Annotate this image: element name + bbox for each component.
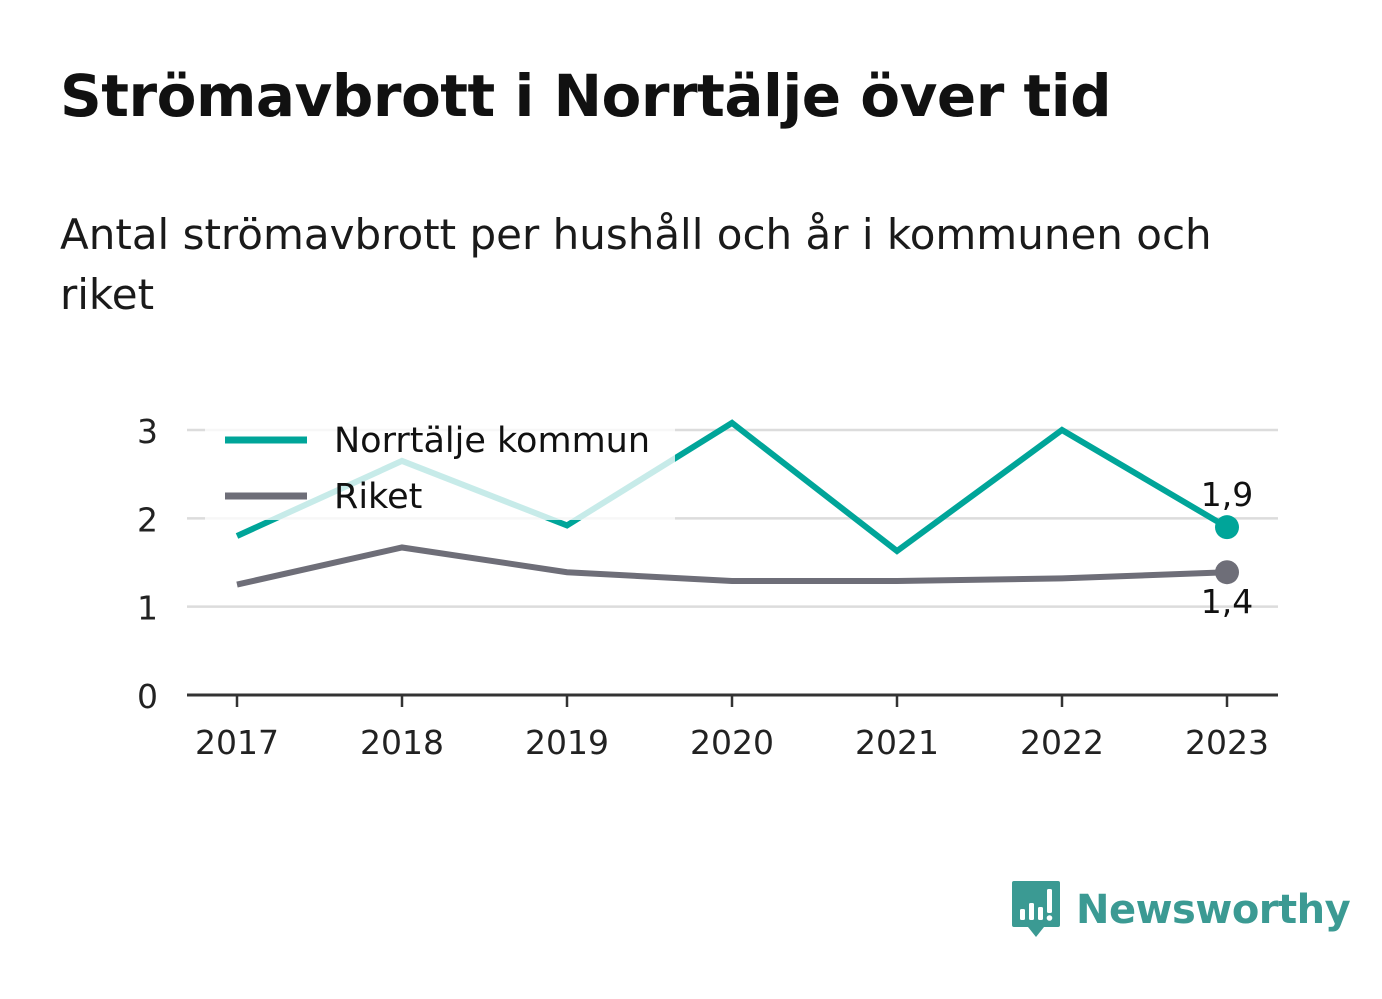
brand-name: Newsworthy xyxy=(1076,887,1351,933)
end-point-marker xyxy=(1215,515,1239,540)
y-tick-label: 3 xyxy=(137,412,158,451)
x-tick-label: 2021 xyxy=(855,723,939,762)
newsworthy-logo-icon xyxy=(1012,881,1060,937)
chart-title: Strömavbrott i Norrtälje över tid xyxy=(60,62,1112,130)
end-point-marker xyxy=(1215,560,1239,585)
x-tick-label: 2019 xyxy=(525,723,609,762)
line-chart: Norrtälje kommun Riket 0 1 2 3 2017 2018 2019 20… xyxy=(137,408,1278,762)
legend-label: Norrtälje kommun xyxy=(334,421,650,461)
series-line xyxy=(236,544,1228,588)
x-tick-label: 2022 xyxy=(1020,723,1104,762)
y-tick-label: 0 xyxy=(137,677,158,716)
brand-logo: Newsworthy xyxy=(1010,878,1351,942)
end-value-label: 1,9 xyxy=(1201,475,1253,514)
y-tick-label: 2 xyxy=(137,500,158,539)
y-tick-label: 1 xyxy=(137,589,158,628)
chart-subtitle: Antal strömavbrott per hushåll och år i … xyxy=(60,210,1212,319)
x-tick-label: 2023 xyxy=(1185,723,1269,762)
legend-label: Riket xyxy=(334,477,422,517)
legend-background xyxy=(205,408,675,520)
axes: 0 1 2 3 2017 2018 2019 2020 2021 2022 2023 xyxy=(137,412,1278,762)
end-value-label: 1,4 xyxy=(1201,582,1253,621)
x-tick-label: 2018 xyxy=(360,723,444,762)
x-tick-label: 2020 xyxy=(690,723,774,762)
legend: Norrtälje kommun Riket xyxy=(205,408,675,520)
x-tick-label: 2017 xyxy=(195,723,279,762)
data-labels: 1,9 1,4 xyxy=(1201,475,1253,621)
